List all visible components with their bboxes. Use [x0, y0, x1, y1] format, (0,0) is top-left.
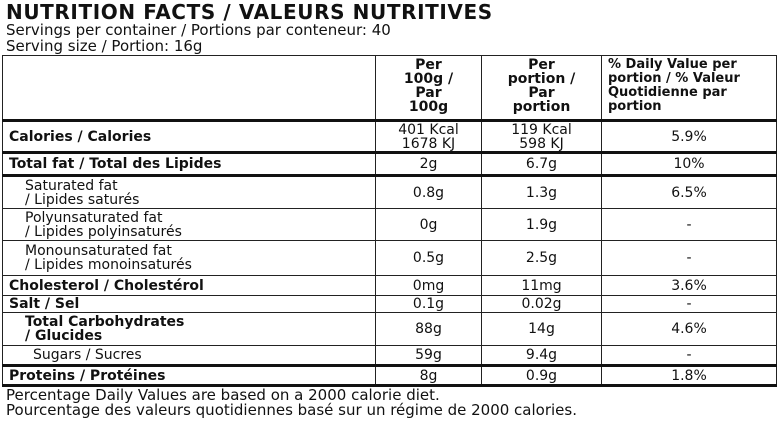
header-cell: % Daily Value per portion / % Valeur Quo…	[601, 55, 777, 122]
row: Proteins / Protéines 8g 0.9g 1.8%	[2, 364, 777, 387]
value-cell: 0.9g	[481, 364, 602, 387]
row: Sugars / Sucres 59g 9.4g -	[2, 345, 777, 366]
value-cell: 119 Kcal 598 KJ	[481, 120, 602, 153]
value-cell: 88g	[375, 312, 482, 346]
value-cell: -	[601, 295, 777, 313]
value-cell: 8g	[375, 364, 482, 387]
label-cell: Salt / Sel	[2, 295, 376, 313]
label-cell: Total Carbohydrates / Glucides	[2, 312, 376, 346]
value-cell: 401 Kcal 1678 KJ	[375, 120, 482, 153]
footer-line: Pourcentage des valeurs quotidiennes bas…	[6, 401, 577, 419]
servings: Servings per container / Portions par co…	[6, 21, 391, 39]
value-cell: 5.9%	[601, 120, 777, 153]
row: Polyunsaturated fat / Lipides polyinsatu…	[2, 208, 777, 241]
header-cell: Per 100g / Par 100g	[375, 55, 482, 122]
nutrition-table: Per 100g / Par 100g Per portion / Par por…	[2, 55, 777, 387]
label-cell: Calories / Calories	[2, 120, 376, 153]
value-cell: 0.8g	[375, 175, 482, 209]
header-cell	[2, 55, 376, 122]
value-cell: 59g	[375, 345, 482, 366]
value-cell: -	[601, 208, 777, 241]
value-cell: 0.1g	[375, 295, 482, 313]
value-cell: 9.4g	[481, 345, 602, 366]
header-row: Per 100g / Par 100g Per portion / Par por…	[2, 55, 777, 122]
value-cell: 2g	[375, 151, 482, 177]
value-cell: -	[601, 240, 777, 276]
label-cell: Monounsaturated fat / Lipides monoinsatu…	[2, 240, 376, 276]
value-cell: 6.5%	[601, 175, 777, 209]
row: Saturated fat / Lipides saturés 0.8g 1.3g 6…	[2, 175, 777, 209]
label-cell: Total fat / Total des Lipides	[2, 151, 376, 177]
label-cell: Proteins / Protéines	[2, 364, 376, 387]
title: NUTRITION FACTS / VALEURS NUTRITIVES	[6, 0, 493, 24]
value-cell: 11mg	[481, 275, 602, 296]
value-cell: 2.5g	[481, 240, 602, 276]
label-cell: Saturated fat / Lipides saturés	[2, 175, 376, 209]
value-cell: 6.7g	[481, 151, 602, 177]
row: Total Carbohydrates / Glucides 88g 14g 4.6%	[2, 312, 777, 346]
row: Monounsaturated fat / Lipides monoinsatu…	[2, 240, 777, 276]
footer-line: Percentage Daily Values are based on a 2…	[6, 386, 440, 404]
row: Cholesterol / Cholestérol 0mg 11mg 3.6%	[2, 275, 777, 296]
label-cell: Cholesterol / Cholestérol	[2, 275, 376, 296]
value-cell: 1.8%	[601, 364, 777, 387]
label-cell: Polyunsaturated fat / Lipides polyinsatu…	[2, 208, 376, 241]
value-cell: -	[601, 345, 777, 366]
label-cell: Sugars / Sucres	[2, 345, 376, 366]
value-cell: 14g	[481, 312, 602, 346]
value-cell: 1.3g	[481, 175, 602, 209]
value-cell: 1.9g	[481, 208, 602, 241]
row: Salt / Sel 0.1g 0.02g -	[2, 295, 777, 313]
footer: Percentage Daily Values are based on a 2…	[6, 388, 746, 418]
value-cell: 0.5g	[375, 240, 482, 276]
row: Total fat / Total des Lipides 2g 6.7g 10%	[2, 151, 777, 177]
row: Calories / Calories 401 Kcal 1678 KJ 119 K…	[2, 120, 777, 153]
value-cell: 0g	[375, 208, 482, 241]
value-cell: 10%	[601, 151, 777, 177]
value-cell: 4.6%	[601, 312, 777, 346]
header-cell: Per portion / Par portion	[481, 55, 602, 122]
serving-size: Serving size / Portion: 16g	[6, 37, 203, 55]
value-cell: 0.02g	[481, 295, 602, 313]
value-cell: 3.6%	[601, 275, 777, 296]
value-cell: 0mg	[375, 275, 482, 296]
